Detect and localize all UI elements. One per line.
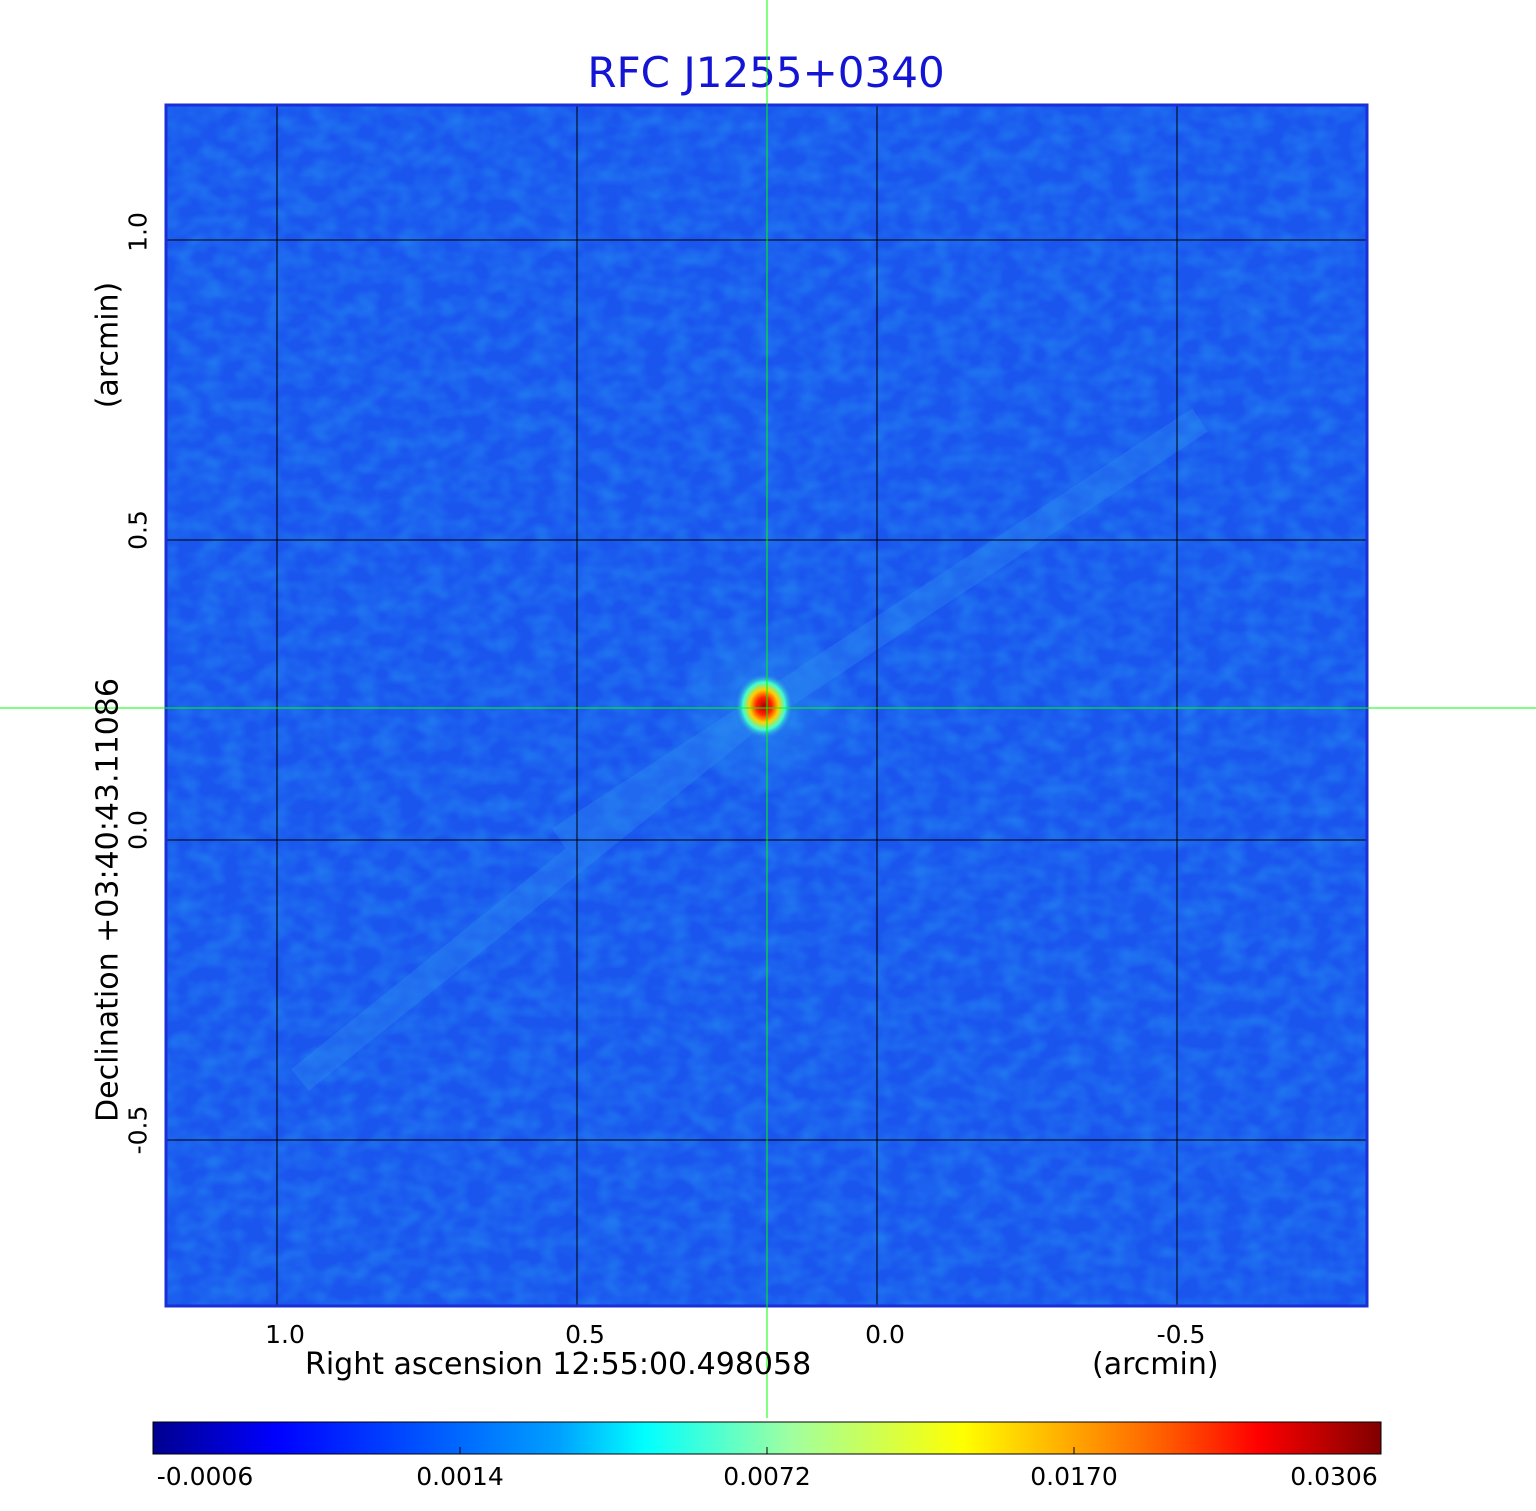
colorbar-ticks bbox=[459, 1447, 1075, 1454]
colorbar-tick-label: 0.0014 bbox=[416, 1462, 504, 1491]
colorbar-tick-label: 0.0306 bbox=[1290, 1462, 1378, 1491]
x-tick-label: 0.5 bbox=[565, 1320, 605, 1349]
x-tick-label: 1.0 bbox=[265, 1320, 305, 1349]
y-axis-label: Declination +03:40:43.11086 bbox=[90, 678, 126, 1122]
crosshair bbox=[0, 0, 1536, 1418]
colorbar-tick-label: 0.0170 bbox=[1030, 1462, 1118, 1491]
x-axis-unit: (arcmin) bbox=[1092, 1347, 1219, 1382]
x-tick-label: 0.0 bbox=[865, 1320, 905, 1349]
x-axis-label: Right ascension 12:55:00.498058 bbox=[305, 1347, 812, 1382]
plot-title: RFC J1255+0340 bbox=[587, 48, 945, 97]
radio-source bbox=[734, 672, 794, 740]
x-tick-label: -0.5 bbox=[1156, 1320, 1206, 1349]
colorbar-tick-label: 0.0072 bbox=[723, 1462, 811, 1491]
y-tick-label: 0.5 bbox=[123, 510, 153, 550]
y-axis-unit: (arcmin) bbox=[90, 281, 126, 409]
colorbar-tick-label: -0.0006 bbox=[156, 1462, 254, 1491]
